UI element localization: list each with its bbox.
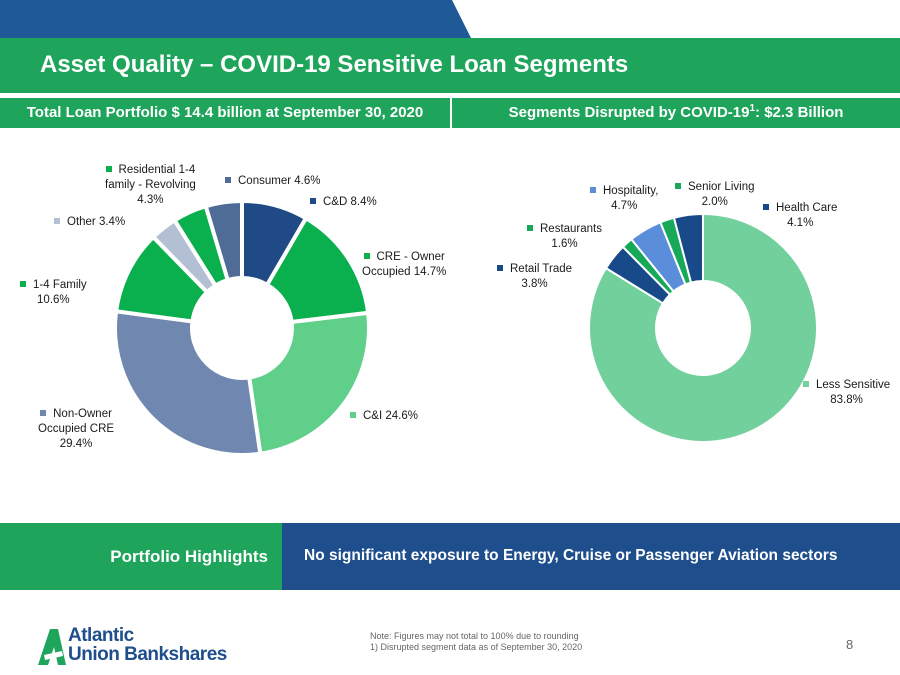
disrupted-header: Segments Disrupted by COVID-191: $2.3 Bi… [452, 98, 900, 128]
legend-marker [527, 224, 533, 231]
highlights-text: No significant exposure to Energy, Cruis… [304, 547, 838, 564]
chart2-label-4: Hospitality, 4.7% [590, 184, 658, 214]
footnotes: Note: Figures may not total to 100% due … [370, 631, 582, 653]
footnote-2: 1) Disrupted segment data as of Septembe… [370, 642, 583, 652]
chart1-slice-8 [203, 198, 244, 283]
slice-label-line: CRE - Owner [362, 250, 446, 265]
footnote-1: Note: Figures may not total to 100% due … [370, 631, 579, 641]
chart1-label-3: C&I 24.6% [350, 409, 418, 424]
disrupted-header-text: Segments Disrupted by COVID-19 [508, 104, 750, 121]
logo-line-1: Atlantic [68, 625, 134, 646]
slice-label-line: Restaurants [527, 222, 602, 237]
chart1-label-5: 1-4 Family 10.6% [20, 278, 87, 308]
slice-label-line: Residential 1-4 [105, 163, 196, 178]
legend-marker [54, 217, 60, 224]
company-logo-text: Atlantic Union Bankshares [68, 626, 227, 664]
slice-label-line: 10.6% [37, 294, 70, 306]
top-banner-shape [0, 0, 471, 38]
legend-marker [803, 380, 809, 387]
slice-label-line: 3.8% [521, 278, 548, 290]
donut-charts [113, 198, 818, 457]
highlights-label: Portfolio Highlights [110, 547, 268, 566]
slice-label-line: Occupied CRE [38, 423, 115, 435]
chart2-slice-1 [588, 212, 818, 443]
slice-label-line: Health Care [763, 201, 837, 216]
chart2-slice-6 [672, 212, 704, 284]
legend-marker [763, 203, 769, 210]
title-bar: Asset Quality – COVID-19 Sensitive Loan … [0, 38, 900, 93]
slice-label-block: Restaurants 1.6% [527, 222, 602, 252]
top-banner [0, 0, 471, 38]
slice-label-block: CRE - Owner Occupied 14.7% [362, 250, 446, 280]
slice-label-block: Less Sensitive 83.8% [803, 378, 890, 408]
legend-marker [497, 264, 503, 271]
page-number: 8 [846, 637, 854, 652]
legend-marker [310, 197, 316, 204]
legend-marker [20, 280, 26, 287]
slice-label-line: 2.0% [701, 196, 728, 208]
slice-label-block: Retail Trade 3.8% [497, 262, 572, 292]
slice-label-block: Hospitality, 4.7% [590, 184, 658, 214]
chart1-label-7: Residential 1-4 family - Revolving 4.3% [105, 163, 196, 208]
chart1-label-2: CRE - Owner Occupied 14.7% [362, 250, 446, 280]
chart2-label-1: Less Sensitive 83.8% [803, 378, 890, 408]
slice-label-text: Other 3.4% [67, 216, 126, 228]
slice-label-line: 4.1% [787, 217, 814, 229]
slice-label-line: Non-Owner [38, 407, 114, 422]
slice-label-text: C&I 24.6% [363, 410, 418, 422]
slice-label-line: Retail Trade [497, 262, 572, 277]
slice-label-line: 4.7% [611, 200, 638, 212]
slice-label-line: Less Sensitive [803, 378, 890, 393]
legend-marker [363, 252, 370, 259]
page-title: Asset Quality – COVID-19 Sensitive Loan … [40, 51, 629, 78]
legend-marker [675, 182, 681, 189]
legend-marker [225, 176, 231, 183]
slice-label-block: Senior Living 2.0% [675, 180, 754, 210]
chart2-label-2: Retail Trade 3.8% [497, 262, 572, 292]
slice-label-line: Occupied 14.7% [362, 266, 447, 278]
legend-marker [350, 411, 356, 418]
chart1-label-1: C&D 8.4% [310, 195, 377, 210]
chart1-slice-4 [113, 309, 263, 457]
chart2-label-6: Health Care 4.1% [763, 201, 837, 231]
logo-mark [38, 629, 66, 665]
chart2-label-3: Restaurants 1.6% [527, 222, 602, 252]
chart1-label-6: Other 3.4% [54, 215, 125, 230]
disrupted-header-total: : $2.3 Billion [755, 104, 844, 121]
company-logo [38, 629, 66, 665]
slice-label-line: 4.3% [137, 194, 164, 206]
slice-label-text: Consumer 4.6% [238, 175, 321, 187]
slice-label-line: family - Revolving [105, 179, 196, 191]
highlights-label-box: Portfolio Highlights [0, 523, 282, 590]
slice-label-block: 1-4 Family 10.6% [20, 278, 87, 308]
legend-marker [590, 186, 596, 193]
slice-label-line: 29.4% [59, 438, 93, 450]
chart1-label-4: Non-Owner Occupied CRE 29.4% [38, 407, 114, 452]
slice-label-line: Senior Living [675, 180, 754, 195]
chart1-slice-2 [264, 215, 371, 325]
slice-label-line: 1-4 Family [20, 278, 87, 293]
portfolio-header: Total Loan Portfolio $ 14.4 billion at S… [0, 98, 450, 128]
footnote-marker: 1 [749, 103, 756, 114]
slice-label-line: Hospitality, [590, 184, 658, 199]
slice-label-text: C&D 8.4% [323, 196, 377, 208]
chart2-label-5: Senior Living 2.0% [675, 180, 754, 210]
chart1-slice-3 [246, 310, 371, 456]
legend-marker [40, 409, 47, 416]
slice-label-line: 83.8% [830, 394, 863, 406]
slice-label-block: Health Care 4.1% [763, 201, 837, 231]
chart1-label-8: Consumer 4.6% [225, 174, 320, 189]
slice-label-block: Non-Owner Occupied CRE 29.4% [38, 407, 114, 452]
slice-label-line: 1.6% [551, 238, 578, 250]
legend-marker [105, 165, 112, 172]
logo-mark-accent [44, 651, 63, 660]
logo-line-2: Union Bankshares [68, 644, 227, 665]
highlights-text-box: No significant exposure to Energy, Cruis… [282, 523, 900, 590]
slice-label-block: Residential 1-4 family - Revolving 4.3% [105, 163, 196, 208]
